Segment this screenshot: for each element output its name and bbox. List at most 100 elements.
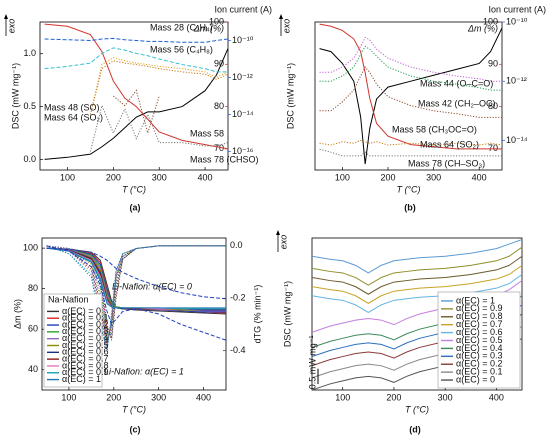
series-label: Mass 28 (C₂H₄) xyxy=(150,22,213,32)
x-tick-label: 200 xyxy=(386,392,401,402)
series-label: Mass 64 (SO₂) xyxy=(44,112,103,122)
x-tick-label: 300 xyxy=(426,172,441,182)
x-tick-label: 400 xyxy=(489,392,504,402)
data-line xyxy=(44,23,228,150)
y3-tick-label: 10⁻¹² xyxy=(506,76,527,86)
legend-label: α(EC) = 0.7 xyxy=(456,319,502,329)
series-label: Mass 58 xyxy=(190,128,224,138)
exo-label: exo xyxy=(278,235,288,250)
data-line xyxy=(319,27,502,165)
legend-label: α(EC) = 0.3 xyxy=(456,351,502,361)
x-axis-label: T (°C) xyxy=(396,184,420,194)
data-line xyxy=(312,274,522,314)
y-axis-label: Δm (%) xyxy=(12,299,22,329)
y3-tick-label: 10⁻¹⁰ xyxy=(506,16,528,26)
data-line xyxy=(46,247,226,300)
x-tick-label: 300 xyxy=(438,392,453,402)
y-axis-label: DSC (mW mg⁻¹) xyxy=(282,281,292,347)
y2-tick-label: 80 xyxy=(214,101,224,111)
y2-tick-label: 100 xyxy=(483,16,498,26)
y-tick-label: 0.5 xyxy=(23,101,36,111)
legend-label: α(EC) = 0.5 xyxy=(456,335,502,345)
y3-tick-label: 10⁻¹² xyxy=(232,72,253,82)
x-tick-label: 100 xyxy=(335,392,350,402)
data-line xyxy=(319,66,502,118)
legend-label: α(EC) = 0.7 xyxy=(62,354,108,364)
legend-label: α(EC) = 0.4 xyxy=(62,333,108,343)
data-line xyxy=(312,255,522,295)
data-line xyxy=(46,245,226,341)
x-axis-label: T (°C) xyxy=(405,404,429,414)
plot-frame xyxy=(314,21,503,171)
y2-tick-label: 80 xyxy=(488,101,498,111)
x-tick-label: 200 xyxy=(106,392,121,402)
y2-tick-label: 70 xyxy=(488,143,498,153)
x-tick-label: 100 xyxy=(60,172,75,182)
x-tick-label: 400 xyxy=(198,172,213,182)
x-axis-label: T (°C) xyxy=(122,184,146,194)
series-label: Mass 48 (SO) xyxy=(44,102,100,112)
y3-axis-label: Ion current (A) xyxy=(214,4,272,14)
data-line xyxy=(319,23,502,150)
data-line xyxy=(319,45,502,91)
y-axis-label: DSC (mW mg⁻¹) xyxy=(10,63,20,129)
y2-tick-label: 100 xyxy=(209,16,224,26)
legend-title: Na-Nafion xyxy=(48,294,89,304)
x-axis-label: T (°C) xyxy=(122,404,146,414)
data-line xyxy=(113,89,160,135)
data-line xyxy=(44,48,228,160)
data-line xyxy=(89,60,228,115)
panel-label: (b) xyxy=(404,202,416,212)
reference-label: Li-Nafion: α(EC) = 1 xyxy=(104,366,184,376)
series-label: Mass 58 (CH₃OC=O) xyxy=(392,124,477,134)
y-tick-label: 1.0 xyxy=(23,48,36,58)
y2-axis-label: Δm (%) xyxy=(193,23,224,33)
legend-label: α(EC) = 0.8 xyxy=(456,311,502,321)
legend-label: α(EC) = 0.9 xyxy=(456,303,502,313)
y2-tick-label: 90 xyxy=(214,59,224,69)
data-line xyxy=(312,264,522,304)
y-tick-label: 100 xyxy=(23,243,38,253)
scale-bar-label: 0.5 mW mg⁻¹ xyxy=(307,336,317,390)
x-tick-label: 300 xyxy=(152,172,167,182)
data-line xyxy=(312,239,522,274)
exo-arrow-head xyxy=(4,14,8,19)
data-line xyxy=(44,47,228,73)
legend-label: α(EC) = 0.3 xyxy=(62,326,108,336)
y3-tick-label: 10⁻¹⁰ xyxy=(232,35,254,45)
data-line xyxy=(46,245,226,351)
legend-label: α(EC) = 0.2 xyxy=(62,319,108,329)
data-line xyxy=(46,247,226,309)
series-label: Mass 78 (CHSO) xyxy=(190,154,259,164)
series-label: Mass 64 (SO₂) xyxy=(420,139,479,149)
y3-tick-label: 10⁻¹⁴ xyxy=(232,109,254,119)
data-line xyxy=(319,36,502,82)
y3-tick-label: 10⁻¹⁴ xyxy=(506,135,528,145)
legend-label: α(EC) = 0.2 xyxy=(456,359,502,369)
legend-label: α(EC) = 1 xyxy=(62,374,101,384)
y3-axis-label: Ion current (A) xyxy=(488,4,546,14)
x-tick-label: 100 xyxy=(61,392,76,402)
x-tick-label: 400 xyxy=(196,392,211,402)
y2-tick-label: 70 xyxy=(214,143,224,153)
data-line xyxy=(312,246,522,286)
y-axis-label: DSC (mW mg⁻¹) xyxy=(285,63,295,129)
y2-axis-label: dTG (% min⁻¹) xyxy=(252,285,262,344)
y2-tick-label: 0.0 xyxy=(230,240,243,250)
legend-label: α(EC) = 0.5 xyxy=(62,340,108,350)
legend-label: α(EC) = 1 xyxy=(456,295,495,305)
series-label: Mass 56 (C₄H₈) xyxy=(150,44,213,54)
x-tick-label: 400 xyxy=(472,172,487,182)
legend-label: α(EC) = 0.9 xyxy=(62,367,108,377)
data-line xyxy=(319,139,502,146)
y-tick-label: 40 xyxy=(28,364,38,374)
exo-label: exo xyxy=(6,19,16,34)
x-tick-label: 200 xyxy=(106,172,121,182)
legend-label: α(EC) = 0.1 xyxy=(456,367,502,377)
series-label: Mass 42 (CH₂–OC) xyxy=(418,98,496,108)
y2-tick-label: -0.2 xyxy=(230,293,246,303)
y2-tick-label: -0.4 xyxy=(230,345,246,355)
legend-label: α(EC) = 0.4 xyxy=(456,343,502,353)
x-tick-label: 100 xyxy=(335,172,350,182)
